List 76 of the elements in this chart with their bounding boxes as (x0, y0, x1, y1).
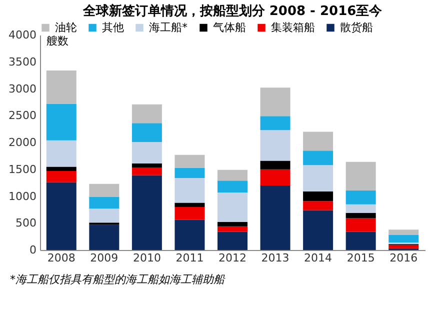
bar (132, 142, 162, 164)
bar (346, 190, 376, 204)
bar (89, 184, 120, 197)
bar (46, 104, 76, 140)
y-tick-label: 1000 (8, 190, 36, 203)
bar (132, 168, 162, 176)
y-tick-label: 2000 (8, 136, 36, 149)
y-tick-label: 3500 (8, 55, 36, 68)
bar (174, 207, 205, 220)
legend-label: 油轮 (55, 20, 77, 34)
bar (260, 88, 290, 116)
y-tick-label: 4000 (8, 28, 36, 42)
bar (89, 224, 120, 250)
y-tick-label: 3000 (8, 82, 36, 96)
x-tick-label: 2015 (346, 252, 375, 264)
x-tick-label: 2012 (218, 252, 246, 264)
y-tick-label: 1500 (8, 162, 36, 176)
bar (218, 226, 248, 232)
bar (303, 165, 334, 192)
bar (346, 232, 376, 250)
bar (132, 123, 162, 142)
legend-label: 其他 (102, 20, 124, 34)
bar (388, 245, 419, 248)
bar (303, 191, 334, 202)
bar (174, 178, 205, 203)
bar (174, 202, 205, 207)
bar (46, 170, 76, 182)
bar (218, 192, 248, 222)
bar (174, 220, 205, 250)
y-axis-title: 艘数 (46, 34, 68, 48)
bar (46, 140, 76, 167)
bar (89, 208, 120, 223)
bar (260, 169, 290, 186)
bar (388, 230, 419, 235)
bar (260, 130, 290, 161)
x-tick-label: 2008 (47, 252, 76, 264)
bar (218, 180, 248, 192)
bar (218, 232, 248, 250)
bar (46, 182, 76, 250)
bar (346, 218, 376, 232)
legend-label: 海工船* (149, 20, 188, 34)
text: *海工船仅指具有船型的海工船如海工辅助船 (10, 273, 226, 286)
x-tick-label: 2013 (261, 252, 290, 264)
bar (89, 196, 120, 209)
bar (260, 116, 290, 130)
bar (303, 132, 334, 151)
bar (346, 162, 376, 190)
x-tick-label: 2009 (90, 252, 118, 264)
chart-title: 全球新签订单情况，按船型划分 2008 - 2016至今 (82, 3, 384, 19)
bar (260, 186, 290, 250)
bar (132, 104, 162, 124)
bar (174, 168, 205, 178)
bar (218, 170, 248, 181)
x-tick-label: 2014 (304, 252, 332, 264)
bar (303, 201, 334, 210)
y-tick-label: 0 (30, 244, 36, 256)
bar (132, 163, 162, 168)
x-tick-label: 2016 (390, 252, 418, 264)
bar (174, 154, 205, 168)
bar (260, 160, 290, 170)
bar (346, 204, 376, 213)
bar (303, 210, 334, 250)
legend-label: 散货船 (340, 20, 373, 34)
legend-label: 气体船 (213, 20, 246, 34)
bar (303, 150, 334, 166)
bar (46, 166, 76, 171)
bar (132, 175, 162, 250)
bar (388, 234, 419, 242)
x-tick-label: 2010 (132, 252, 161, 264)
x-tick-label: 2011 (176, 252, 204, 264)
y-tick-label: 2500 (8, 109, 36, 122)
bar (218, 222, 248, 226)
y-tick-label: 500 (16, 216, 36, 230)
legend-label: 集装箱船 (271, 20, 315, 34)
bar (46, 70, 76, 104)
bar (346, 212, 376, 218)
